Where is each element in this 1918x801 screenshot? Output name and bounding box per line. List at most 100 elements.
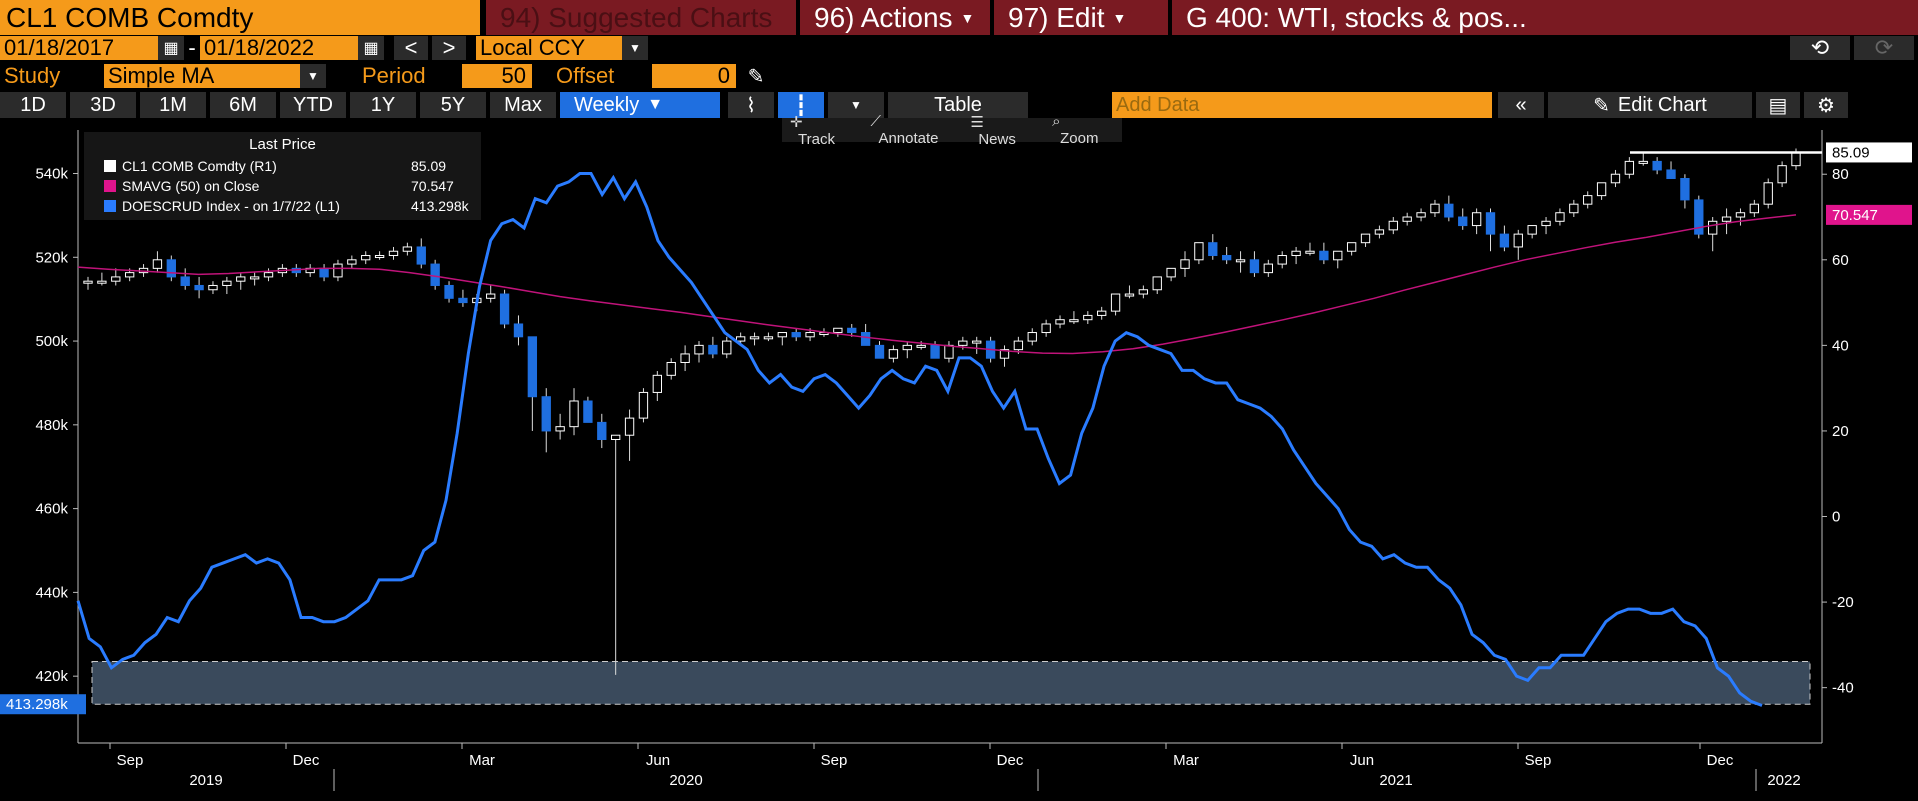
x-year-label: 2020	[669, 772, 702, 789]
next-range-button[interactable]: >	[432, 36, 466, 60]
edit-chart-button[interactable]: ✎ Edit Chart	[1548, 92, 1752, 118]
candle	[791, 332, 801, 338]
period-button-6m[interactable]: 6M	[210, 92, 276, 118]
annotate-tool[interactable]: ⟋ Annotate	[870, 113, 939, 147]
prev-range-button[interactable]: <	[394, 36, 428, 60]
table-button[interactable]: Table	[888, 92, 1028, 118]
end-date-field[interactable]: 01/18/2022	[200, 36, 358, 60]
left-tick-label: 440k	[35, 584, 68, 601]
candle	[374, 255, 385, 259]
candle	[638, 391, 649, 419]
chevron-down-icon[interactable]: ▼	[622, 36, 648, 60]
pen-icon[interactable]: ✎	[747, 65, 765, 88]
candle	[597, 421, 607, 440]
candle	[1388, 220, 1398, 231]
chevron-down-icon[interactable]: ▼	[300, 64, 326, 88]
frequency-label: Weekly	[574, 93, 640, 116]
start-date-field[interactable]: 01/18/2017	[0, 36, 158, 60]
legend-item-sma: SMAVG (50) on Close 70.547	[84, 176, 481, 196]
actions-menu[interactable]: 96) Actions ▼	[800, 0, 990, 35]
candle	[458, 297, 468, 304]
candle	[1138, 289, 1149, 295]
chevron-down-icon: ▼	[647, 96, 664, 113]
candle	[97, 280, 107, 284]
candle	[666, 361, 676, 376]
offset-label: Offset	[556, 64, 615, 88]
study-select[interactable]: Simple MA	[104, 64, 300, 88]
x-month-label: Sep	[117, 752, 144, 769]
calendar-icon[interactable]: ▦	[158, 36, 184, 60]
undo-button[interactable]: ⟲	[1790, 36, 1850, 60]
right-tick-label: 40	[1832, 337, 1849, 354]
line-chart-icon[interactable]: ⌇	[728, 92, 774, 118]
chart-toolbar: 1D 3D 1M 6M YTD 1Y 5Y Max Weekly ▼ ⌇ ┇ ▼ Table Add Dat…	[0, 92, 1918, 118]
candle	[527, 336, 538, 398]
candle	[124, 272, 135, 278]
x-year-label: 2022	[1767, 772, 1800, 789]
candle	[1374, 229, 1385, 235]
chevron-down-icon[interactable]: ▼	[828, 92, 884, 118]
zoom-tool[interactable]: ⌕ Zoom	[1052, 113, 1099, 147]
zoom-label: Zoom	[1060, 130, 1099, 147]
redo-button[interactable]: ⟳	[1854, 36, 1914, 60]
ticker-field[interactable]: CL1 COMB Comdty	[0, 0, 480, 35]
candle	[319, 267, 329, 278]
news-label: News	[978, 130, 1016, 148]
candle	[152, 259, 163, 269]
candle-chart-icon[interactable]: ┇	[778, 92, 824, 118]
candle	[1583, 195, 1593, 205]
candle	[944, 344, 954, 359]
edit-label: 97) Edit	[1008, 1, 1105, 33]
candle	[1333, 250, 1343, 261]
news-tool[interactable]: ☰ News	[970, 113, 1016, 148]
add-data-input[interactable]: Add Data	[1112, 92, 1492, 118]
gear-icon[interactable]: ⚙	[1804, 92, 1848, 118]
left-tick-label: 480k	[35, 417, 68, 434]
period-label: Period	[362, 64, 426, 88]
period-button-max[interactable]: Max	[490, 92, 556, 118]
candle	[874, 344, 885, 359]
track-tool[interactable]: ✛ Track	[790, 113, 835, 148]
period-button-1y[interactable]: 1Y	[350, 92, 416, 118]
chart-area[interactable]: 420k 440k 460k 480k 500k 520k 540k -40 -20 0 20 40 6…	[0, 118, 1918, 796]
period-button-1d[interactable]: 1D	[0, 92, 66, 118]
candle	[194, 284, 204, 291]
candle	[1180, 259, 1190, 269]
chart-settings-icon[interactable]: ▤	[1756, 92, 1800, 118]
chart-svg[interactable]: 420k 440k 460k 480k 500k 520k 540k -40 -20 0 20 40 6…	[0, 118, 1918, 796]
candle	[972, 340, 982, 344]
period-button-1m[interactable]: 1M	[140, 92, 206, 118]
legend-value: 413.298k	[411, 198, 469, 214]
candle	[444, 284, 454, 299]
frequency-select[interactable]: Weekly ▼	[560, 92, 720, 118]
candle	[1666, 169, 1676, 180]
period-button-ytd[interactable]: YTD	[280, 92, 346, 118]
candle	[402, 246, 413, 252]
chevron-down-icon: ▼	[1112, 9, 1127, 26]
offset-field[interactable]: 0	[652, 64, 736, 88]
candle	[1041, 323, 1051, 334]
stocks-last-label: 413.298k	[6, 696, 68, 713]
candle	[361, 255, 371, 261]
candle	[208, 284, 218, 291]
period-field[interactable]: 50	[462, 64, 532, 88]
edit-menu[interactable]: 97) Edit ▼	[994, 0, 1168, 35]
chart-tools: ✛ Track ⟋ Annotate ☰ News ⌕ Zoom	[782, 113, 1122, 148]
candle	[611, 434, 621, 441]
period-button-3d[interactable]: 3D	[70, 92, 136, 118]
candle	[180, 276, 190, 286]
pen-icon: ✎	[1593, 94, 1610, 117]
candle	[1596, 182, 1607, 197]
candle	[1638, 160, 1648, 164]
suggested-charts-button[interactable]: 94) Suggested Charts	[486, 0, 796, 35]
candle	[1402, 216, 1412, 222]
candle	[263, 272, 274, 278]
period-button-5y[interactable]: 5Y	[420, 92, 486, 118]
candle	[1721, 216, 1732, 222]
candle	[388, 250, 399, 257]
calendar-icon[interactable]: ▦	[358, 36, 384, 60]
candle	[1527, 225, 1537, 235]
currency-select[interactable]: Local CCY	[476, 36, 622, 60]
x-month-label: Sep	[1525, 752, 1552, 769]
collapse-icon[interactable]: «	[1498, 92, 1544, 118]
